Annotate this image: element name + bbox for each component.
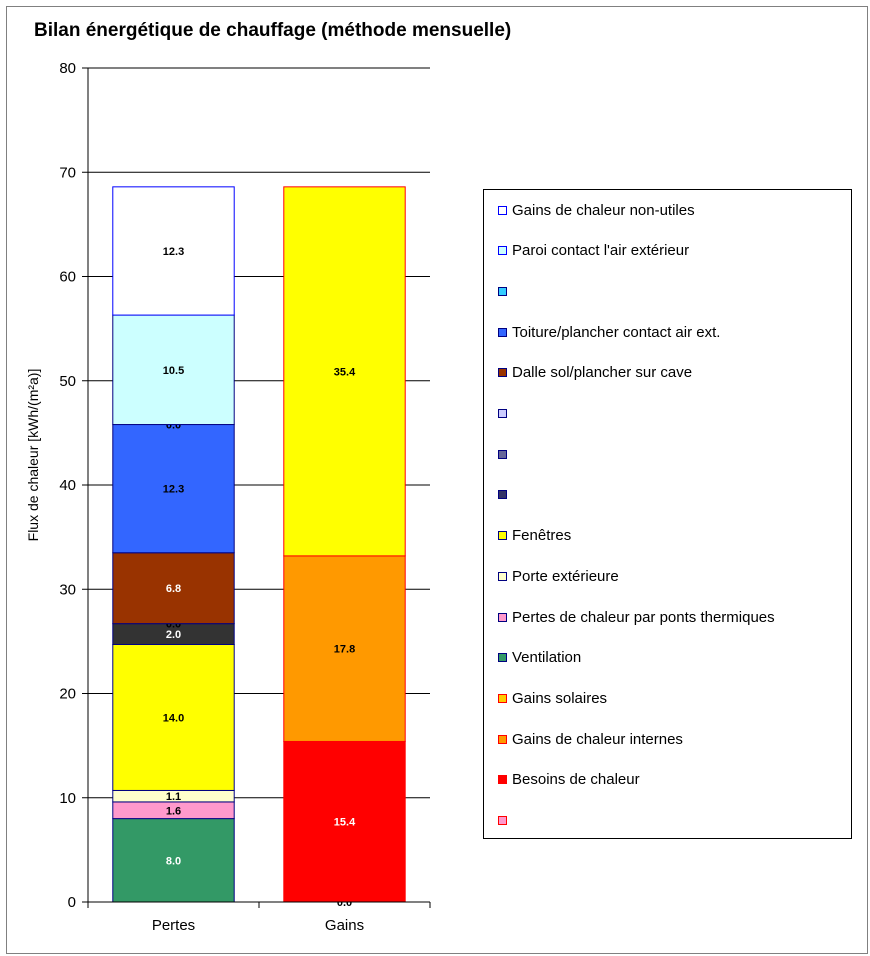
data-label: 14.0: [163, 712, 184, 724]
data-label: 6.8: [166, 583, 181, 595]
legend-label: Paroi contact l'air extérieur: [512, 242, 690, 260]
legend-item: Besoins de chaleur: [498, 770, 640, 790]
legend-item: Paroi contact l'air extérieur: [498, 241, 689, 261]
data-label: 1.1: [166, 791, 181, 803]
y-tick-label: 60: [59, 269, 76, 286]
bar-segment: [283, 740, 406, 903]
data-label: 12.3: [163, 246, 184, 258]
y-tick-label: 30: [59, 581, 76, 598]
legend-item: Gains solaires: [498, 688, 607, 708]
legend-label: Besoins de chaleur: [512, 771, 640, 789]
legend-item: [498, 281, 512, 301]
legend-item: Porte extérieure: [498, 566, 619, 586]
data-label: 15.4: [334, 817, 356, 829]
y-tick-label: 70: [59, 164, 76, 181]
data-label: 8.0: [166, 855, 181, 867]
legend-swatch: [498, 449, 507, 459]
x-tick-label: Pertes: [152, 917, 195, 934]
y-tick-label: 10: [59, 790, 76, 807]
chart-frame: [6, 6, 868, 954]
legend-item: Toiture/plancher contact air ext.: [498, 322, 720, 342]
legend-item: Dalle sol/plancher sur cave: [498, 363, 692, 383]
bar-segment: [112, 314, 235, 426]
y-tick-label: 50: [59, 373, 76, 390]
legend-label: Dalle sol/plancher sur cave: [512, 364, 693, 382]
bar-segment: [112, 552, 235, 625]
legend-swatch: [498, 816, 507, 825]
bar-segment: [112, 186, 235, 316]
legend-item: Gains de chaleur internes: [498, 729, 683, 749]
legend-swatch: [498, 734, 507, 744]
bar-segment: [283, 555, 406, 742]
legend-item: [498, 485, 512, 505]
legend-swatch: [498, 612, 507, 622]
legend-item: [498, 444, 512, 464]
legend-swatch: [498, 246, 507, 256]
legend-item: [498, 811, 512, 831]
bar-segment: [112, 818, 235, 903]
legend-label: Toiture/plancher contact air ext.: [512, 323, 721, 341]
y-tick-label: 80: [59, 60, 76, 77]
legend-swatch: [498, 368, 507, 378]
legend-label: Porte extérieure: [512, 567, 619, 585]
y-axis-label: Flux de chaleur [kWh/(m²a)]: [25, 369, 41, 542]
legend-item: Fenêtres: [498, 526, 571, 546]
legend-swatch: [498, 693, 507, 703]
data-label: 17.8: [334, 644, 355, 656]
bar-segment: [283, 186, 406, 557]
legend-label: Ventilation: [512, 649, 582, 667]
legend-item: Ventilation: [498, 648, 581, 668]
data-label: 10.5: [163, 365, 184, 377]
x-tick-label: Gains: [325, 917, 364, 934]
legend-swatch: [498, 409, 507, 418]
legend-swatch: [498, 490, 507, 500]
legend-swatch: [498, 571, 507, 581]
legend-item: Pertes de chaleur par ponts thermiques: [498, 607, 775, 627]
data-label: 35.4: [334, 366, 356, 378]
legend-label: Gains de chaleur internes: [512, 730, 683, 748]
legend-item: [498, 404, 512, 424]
y-tick-label: 0: [68, 894, 76, 911]
y-tick-label: 40: [59, 477, 76, 494]
legend-swatch: [498, 327, 507, 337]
axes: 0 10 20 30 40 50 60 70 80 Pertes Gains: [59, 60, 431, 934]
data-label: 2.0: [166, 629, 181, 641]
data-label: 1.6: [166, 805, 181, 817]
bar-segment: [112, 424, 235, 554]
legend-swatch: [498, 205, 507, 215]
legend-swatch: [498, 286, 507, 296]
legend-swatch: [498, 531, 507, 541]
legend-label: Gains de chaleur non-utiles: [512, 201, 695, 219]
legend-label: Gains solaires: [512, 689, 608, 707]
bar-stacks: 8.01.61.114.02.00.06.812.30.010.512.30.0…: [112, 186, 406, 909]
legend-item: Gains de chaleur non-utiles: [498, 200, 695, 220]
data-label: 12.3: [163, 484, 184, 496]
legend-swatch: [498, 653, 507, 663]
y-tick-label: 20: [59, 686, 76, 703]
legend: Gains de chaleur non-utiles Paroi contact…: [483, 189, 852, 839]
legend-label: Fenêtres: [512, 527, 572, 545]
legend-swatch: [498, 775, 507, 785]
legend-label: Pertes de chaleur par ponts thermiques: [512, 608, 775, 626]
chart-title: Bilan énergétique de chauffage (méthode …: [34, 20, 512, 41]
